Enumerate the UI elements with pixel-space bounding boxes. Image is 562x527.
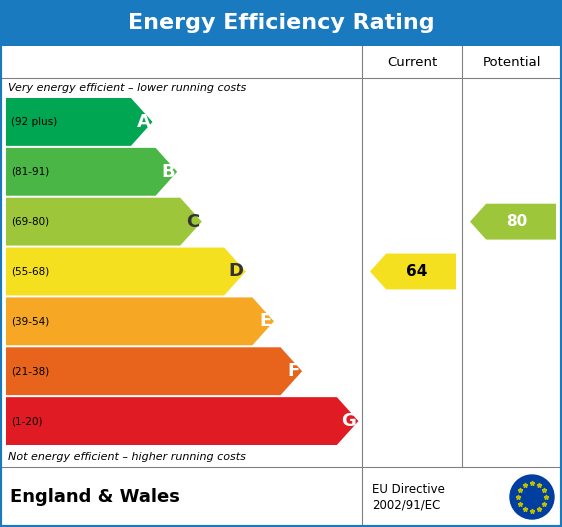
Polygon shape (6, 148, 177, 196)
Polygon shape (6, 248, 246, 296)
Bar (0, 46, 562, 467)
Polygon shape (6, 347, 302, 395)
Text: (92 plus): (92 plus) (11, 117, 57, 127)
Text: F: F (288, 362, 300, 380)
Text: Not energy efficient – higher running costs: Not energy efficient – higher running co… (8, 452, 246, 462)
Circle shape (510, 475, 554, 519)
Text: Potential: Potential (483, 55, 541, 69)
Polygon shape (6, 198, 202, 246)
Bar (0, 467, 562, 527)
Text: (55-68): (55-68) (11, 267, 49, 277)
Polygon shape (370, 253, 456, 289)
Text: D: D (229, 262, 244, 280)
Text: 80: 80 (506, 214, 528, 229)
Text: (81-91): (81-91) (11, 167, 49, 177)
Text: E: E (260, 313, 272, 330)
Text: (39-54): (39-54) (11, 316, 49, 326)
Polygon shape (470, 204, 556, 240)
Text: (1-20): (1-20) (11, 416, 43, 426)
Text: Very energy efficient – lower running costs: Very energy efficient – lower running co… (8, 83, 246, 93)
Text: (69-80): (69-80) (11, 217, 49, 227)
Text: G: G (342, 412, 356, 430)
Bar (0, 0, 562, 46)
Text: England & Wales: England & Wales (10, 488, 180, 506)
Polygon shape (6, 98, 152, 146)
Text: Current: Current (387, 55, 437, 69)
Polygon shape (6, 397, 359, 445)
Text: B: B (161, 163, 175, 181)
Text: 64: 64 (406, 264, 428, 279)
Text: Energy Efficiency Rating: Energy Efficiency Rating (128, 13, 434, 33)
Text: (21-38): (21-38) (11, 366, 49, 376)
Text: EU Directive
2002/91/EC: EU Directive 2002/91/EC (372, 483, 445, 511)
Text: C: C (187, 212, 200, 231)
Text: A: A (137, 113, 151, 131)
Polygon shape (6, 297, 274, 345)
